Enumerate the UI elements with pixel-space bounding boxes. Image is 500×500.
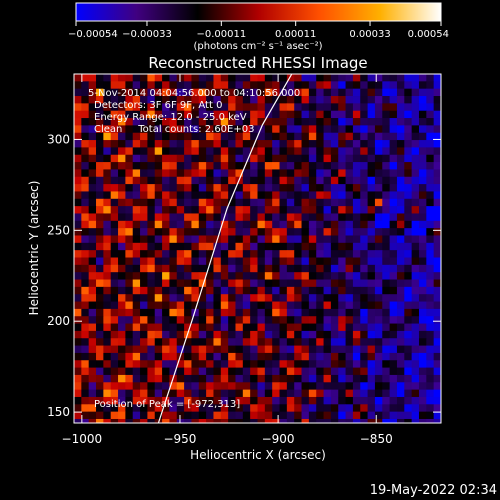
y-axis-ticks: 150 200 250 300: [47, 132, 441, 419]
x-axis-label: Heliocentric X (arcsec): [190, 448, 326, 462]
annotation-energy: Energy Range: 12.0 - 25.0 keV: [94, 112, 247, 123]
colorbar-tick-label: −0.00054: [68, 29, 118, 40]
colorbar-ticks: −0.00054 −0.00033 −0.00011 0.00011 0.00033 0.…: [68, 21, 449, 40]
colorbar: [75, 2, 442, 22]
annotation-peak: Position of Peak = [-972,313]: [94, 399, 240, 410]
annotation-detectors: Detectors: 3F 6F 9F, Att 0: [94, 100, 222, 111]
y-tick-label: 250: [47, 223, 70, 237]
solar-limb-line: [157, 74, 293, 423]
x-tick-label: −950: [163, 432, 196, 446]
colorbar-tick-label: −0.00011: [196, 29, 246, 40]
heatmap-pixels: [74, 74, 441, 423]
colorbar-tick-label: 0.00011: [275, 29, 316, 40]
y-tick-label: 300: [47, 132, 70, 146]
plot-frame: [73, 73, 442, 424]
x-tick-label: −850: [360, 432, 393, 446]
chart-title: Reconstructed RHESSI Image: [148, 54, 367, 72]
x-axis-ticks: −1000 −950 −900 −850: [62, 74, 393, 446]
x-tick-label: −900: [262, 432, 295, 446]
annotation-clean: Clean Total counts: 2.60E+03: [94, 124, 254, 135]
x-tick-label: −1000: [62, 432, 103, 446]
y-tick-label: 150: [47, 405, 70, 419]
footer-timestamp: 19-May-2022 02:34: [370, 483, 497, 498]
y-tick-label: 200: [47, 314, 70, 328]
colorbar-tick-label: 0.00033: [349, 29, 390, 40]
colorbar-tick-label: −0.00033: [122, 29, 172, 40]
y-axis-label: Heliocentric Y (arcsec): [27, 181, 41, 316]
colorbar-tick-label: 0.00054: [408, 29, 449, 40]
colorbar-units: (photons cm⁻² s⁻¹ asec⁻²): [193, 41, 322, 52]
annotation-time: 5-Nov-2014 04:04:56.000 to 04:10:56.000: [88, 88, 300, 99]
annotations: 5-Nov-2014 04:04:56.000 to 04:10:56.000 …: [88, 88, 300, 410]
